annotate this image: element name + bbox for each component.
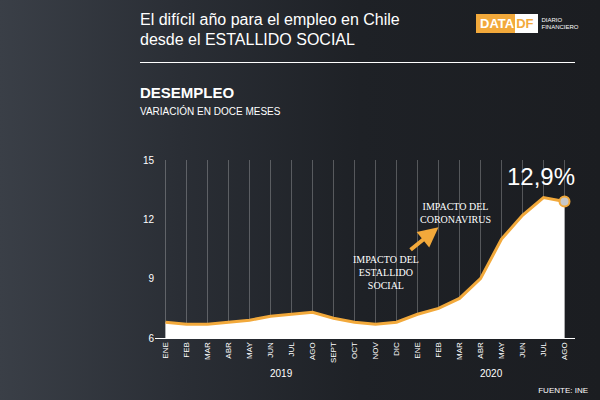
svg-text:IMPACTO DELCORONAVIRUS: IMPACTO DELCORONAVIRUS — [420, 201, 491, 225]
svg-text:JUN: JUN — [518, 342, 527, 358]
svg-text:SEPT: SEPT — [329, 342, 338, 363]
svg-text:12,9%: 12,9% — [507, 163, 575, 190]
svg-text:ENE: ENE — [161, 342, 170, 358]
svg-text:2020: 2020 — [480, 368, 503, 379]
svg-text:ABR: ABR — [224, 342, 233, 359]
svg-text:NOV: NOV — [371, 342, 380, 360]
svg-text:AGO: AGO — [308, 342, 317, 360]
svg-text:15: 15 — [143, 155, 155, 166]
svg-text:12: 12 — [143, 214, 155, 225]
html-text:El difícil año para el empleo: El difícil año para el empleo en Chile d… — [140, 11, 400, 48]
svg-text:DIC: DIC — [392, 342, 401, 356]
svg-text:FEB: FEB — [182, 342, 191, 358]
svg-text:ABR: ABR — [476, 342, 485, 359]
svg-text:OCT: OCT — [350, 342, 359, 359]
html-text:VARIACIÓN EN DOCE MESES: VARIACIÓN EN DOCE MESES — [140, 106, 281, 117]
html-text:FUENTE: INE: FUENTE: INE — [538, 386, 588, 395]
svg-text:2019: 2019 — [270, 368, 293, 379]
html-text:DATA DF: DATA DF — [480, 16, 534, 31]
svg-text:MAR: MAR — [455, 342, 464, 360]
svg-text:IMPACTO DELESTALLIDOSOCIAL: IMPACTO DELESTALLIDOSOCIAL — [353, 254, 419, 291]
svg-text:MAY: MAY — [497, 342, 506, 359]
html-text:DESEMPLEO: DESEMPLEO — [140, 84, 235, 101]
svg-text:AGO: AGO — [560, 342, 569, 360]
svg-text:JUN: JUN — [266, 342, 275, 358]
svg-text:ENE: ENE — [413, 342, 422, 358]
html-text:DIARIO FINANCIERO: DIARIO FINANCIERO — [541, 16, 579, 30]
svg-text:FEB: FEB — [434, 342, 443, 358]
svg-text:JUL: JUL — [287, 342, 296, 357]
svg-text:JUL: JUL — [539, 342, 548, 357]
svg-text:MAY: MAY — [245, 342, 254, 359]
svg-text:9: 9 — [148, 273, 154, 284]
svg-text:6: 6 — [148, 333, 154, 344]
svg-text:MAR: MAR — [203, 342, 212, 360]
